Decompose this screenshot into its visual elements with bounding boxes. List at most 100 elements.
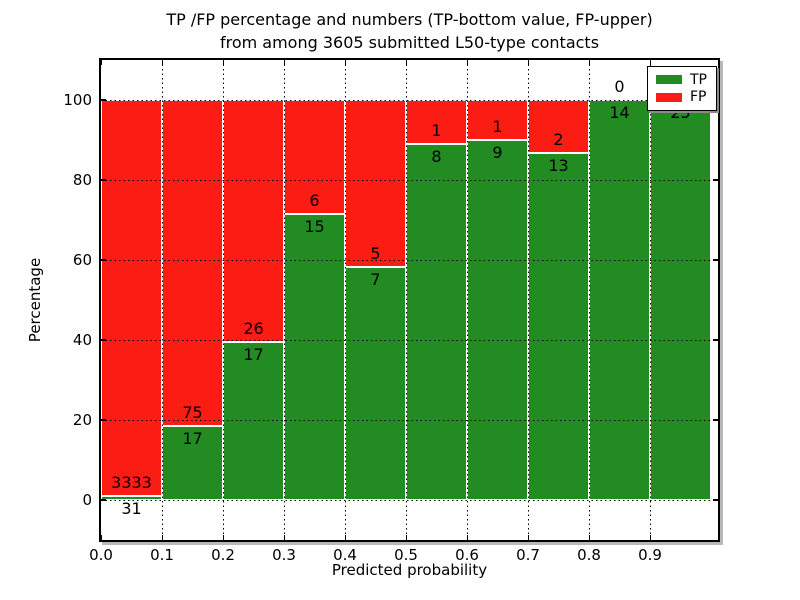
chart-title-line1: TP /FP percentage and numbers (TP-bottom… [166, 10, 653, 29]
x-tick-label: 0.3 [272, 546, 296, 564]
y-tick-mark [101, 179, 106, 181]
fp-count-label: 75 [182, 403, 203, 423]
y-tick-mark [101, 339, 106, 341]
tp-count-label: 9 [492, 143, 503, 162]
y-tick-mark [101, 259, 106, 261]
y-tick-label: 0 [82, 491, 92, 509]
fp-bar-segment [284, 100, 345, 215]
y-tick-mark [101, 419, 106, 421]
y-tick-label: 100 [63, 91, 92, 109]
x-tick-mark [100, 60, 102, 65]
v-gridline [284, 60, 285, 540]
tp-bar-segment [467, 140, 528, 500]
h-gridline [101, 260, 718, 261]
v-gridline [223, 60, 224, 540]
x-tick-mark [466, 535, 468, 540]
x-tick-mark [222, 60, 224, 65]
tp-bar-segment [101, 496, 162, 500]
fp-bar-segment [345, 100, 406, 267]
tp-count-label: 17 [182, 429, 203, 449]
x-tick-mark [161, 535, 163, 540]
h-gridline [101, 100, 718, 101]
x-tick-mark [588, 60, 590, 65]
y-tick-mark [713, 339, 718, 341]
tp-count-label: 14 [609, 103, 630, 122]
x-tick-mark [588, 535, 590, 540]
x-tick-label: 0.4 [333, 546, 357, 564]
y-tick-label: 40 [72, 331, 92, 349]
x-tick-label: 0.2 [211, 546, 235, 564]
fp-count-label: 1 [492, 117, 503, 136]
fp-swatch-icon [656, 92, 682, 102]
fp-bar-segment [162, 100, 223, 427]
tp-count-label: 17 [243, 344, 264, 364]
x-tick-mark [649, 60, 651, 65]
x-tick-label: 0.8 [577, 546, 601, 564]
x-tick-mark [283, 60, 285, 65]
x-tick-mark [527, 535, 529, 540]
fp-count-label: 1 [431, 121, 442, 141]
h-gridline [101, 180, 718, 181]
x-tick-mark [405, 60, 407, 65]
x-tick-label: 0.5 [394, 546, 418, 564]
x-tick-label: 0.0 [89, 546, 113, 564]
x-tick-label: 0.9 [638, 546, 662, 564]
y-tick-label: 60 [72, 251, 92, 269]
v-gridline [345, 60, 346, 540]
legend-entry-tp: TP [648, 73, 716, 87]
tp-bar-segment [650, 100, 711, 500]
fp-count-label: 0 [614, 77, 625, 96]
y-tick-label: 80 [72, 171, 92, 189]
v-gridline [162, 60, 163, 540]
y-axis-label: Percentage [26, 257, 44, 343]
x-tick-label: 0.7 [516, 546, 540, 564]
tp-count-label: 8 [431, 147, 442, 167]
y-tick-mark [713, 499, 718, 501]
fp-bar-segment [101, 100, 162, 497]
fp-count-label: 3333 [111, 473, 152, 493]
h-gridline [101, 420, 718, 421]
fp-count-label: 6 [309, 191, 320, 211]
y-tick-mark [713, 419, 718, 421]
tp-count-label: 31 [121, 499, 142, 519]
y-tick-mark [101, 99, 106, 101]
x-tick-mark [161, 60, 163, 65]
fp-bar-segment [223, 100, 284, 342]
x-axis-label: Predicted probability [331, 561, 488, 579]
tp-bar-segment [284, 214, 345, 500]
y-tick-mark [101, 499, 106, 501]
tp-count-label: 13 [548, 156, 569, 176]
h-gridline [101, 500, 718, 501]
legend: TP FP [647, 66, 717, 111]
v-gridline [589, 60, 590, 540]
x-tick-mark [344, 535, 346, 540]
chart-title: TP /FP percentage and numbers (TP-bottom… [101, 8, 718, 54]
legend-label-fp: FP [690, 89, 707, 106]
x-tick-label: 0.1 [150, 546, 174, 564]
x-tick-mark [649, 535, 651, 540]
legend-entry-fp: FP [648, 90, 716, 104]
v-gridline [528, 60, 529, 540]
tp-bar-segment [162, 426, 223, 500]
x-tick-mark [344, 60, 346, 65]
fp-bar-segment [406, 100, 467, 145]
tp-swatch-icon [656, 75, 682, 85]
tp-bar-segment [345, 266, 406, 500]
tp-bar-segment [589, 100, 650, 500]
fp-count-label: 5 [370, 243, 381, 263]
fp-bar-segment [528, 100, 589, 154]
x-tick-mark [405, 535, 407, 540]
x-tick-mark [527, 60, 529, 65]
tp-count-label: 7 [370, 269, 381, 289]
fp-count-label: 26 [243, 318, 264, 338]
x-tick-mark [100, 535, 102, 540]
x-tick-label: 0.6 [455, 546, 479, 564]
v-gridline [467, 60, 468, 540]
x-tick-mark [283, 535, 285, 540]
h-gridline [101, 340, 718, 341]
x-tick-mark [222, 535, 224, 540]
y-tick-mark [713, 259, 718, 261]
chart-title-line2: from among 3605 submitted L50-type conta… [219, 33, 600, 52]
